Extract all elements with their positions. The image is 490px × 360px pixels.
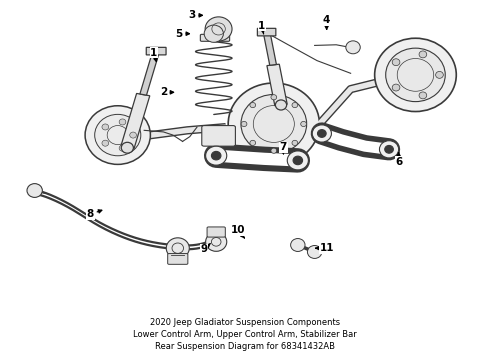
Ellipse shape — [318, 130, 326, 138]
Ellipse shape — [85, 106, 150, 165]
Ellipse shape — [307, 246, 322, 258]
Text: 5: 5 — [175, 29, 190, 39]
Text: 4: 4 — [323, 15, 330, 29]
Ellipse shape — [130, 132, 137, 138]
Ellipse shape — [228, 83, 319, 165]
Ellipse shape — [375, 38, 456, 112]
Ellipse shape — [386, 48, 445, 102]
Ellipse shape — [205, 17, 232, 41]
Ellipse shape — [419, 51, 427, 58]
Ellipse shape — [301, 121, 306, 127]
Ellipse shape — [291, 239, 305, 252]
Text: 2020 Jeep Gladiator Suspension Components
Lower Control Arm, Upper Control Arm, : 2020 Jeep Gladiator Suspension Component… — [133, 318, 357, 351]
Text: 1: 1 — [258, 21, 266, 34]
Ellipse shape — [419, 92, 427, 99]
Ellipse shape — [312, 125, 331, 142]
Polygon shape — [140, 50, 159, 95]
Text: 3: 3 — [189, 10, 202, 20]
Ellipse shape — [241, 121, 247, 127]
FancyBboxPatch shape — [200, 34, 230, 41]
Ellipse shape — [119, 119, 126, 125]
Ellipse shape — [392, 59, 400, 66]
Text: 9: 9 — [200, 243, 210, 254]
Ellipse shape — [271, 95, 277, 100]
FancyBboxPatch shape — [147, 48, 166, 55]
Ellipse shape — [27, 184, 42, 197]
Ellipse shape — [250, 140, 256, 145]
FancyBboxPatch shape — [207, 227, 225, 237]
Ellipse shape — [346, 41, 360, 54]
Ellipse shape — [275, 100, 287, 110]
Ellipse shape — [102, 124, 109, 130]
Polygon shape — [263, 32, 276, 65]
Ellipse shape — [287, 151, 308, 170]
Ellipse shape — [293, 156, 303, 165]
Text: 6: 6 — [395, 153, 402, 167]
Polygon shape — [267, 64, 287, 106]
Ellipse shape — [211, 152, 221, 160]
Ellipse shape — [204, 25, 223, 42]
Ellipse shape — [250, 103, 256, 108]
Ellipse shape — [392, 84, 400, 91]
Text: 8: 8 — [87, 209, 102, 219]
Ellipse shape — [436, 71, 443, 78]
Ellipse shape — [292, 140, 298, 145]
Ellipse shape — [206, 146, 227, 165]
Text: 2: 2 — [160, 87, 173, 97]
Text: 1: 1 — [150, 48, 157, 62]
FancyBboxPatch shape — [202, 126, 235, 146]
Ellipse shape — [95, 114, 141, 156]
Ellipse shape — [119, 145, 126, 151]
Text: 11: 11 — [316, 243, 334, 253]
Ellipse shape — [102, 140, 109, 146]
Text: 7: 7 — [280, 142, 287, 154]
Ellipse shape — [206, 232, 227, 251]
Ellipse shape — [241, 94, 307, 153]
Polygon shape — [121, 94, 150, 149]
Ellipse shape — [271, 148, 277, 153]
Ellipse shape — [292, 103, 298, 108]
Ellipse shape — [122, 142, 133, 153]
Ellipse shape — [166, 238, 189, 258]
FancyBboxPatch shape — [168, 253, 188, 264]
Text: 10: 10 — [231, 225, 245, 238]
Ellipse shape — [385, 145, 393, 153]
FancyBboxPatch shape — [257, 28, 276, 36]
Ellipse shape — [379, 141, 399, 158]
